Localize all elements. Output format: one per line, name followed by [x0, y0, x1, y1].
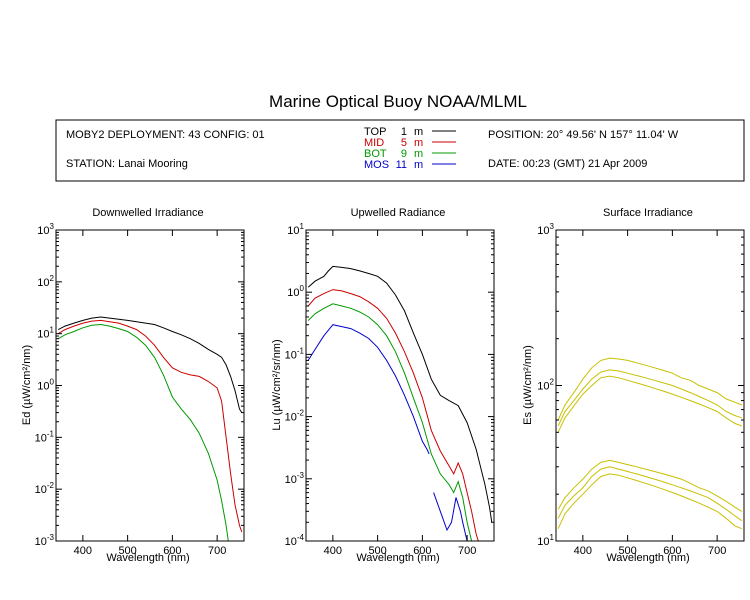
- series-group: [307, 265, 493, 541]
- series-line-mid: [57, 319, 243, 533]
- y-tick-label: 10-1: [35, 429, 55, 444]
- legend-name: MOS: [364, 159, 389, 171]
- x-axis-label: Wavelength (nm): [356, 552, 439, 564]
- series-line-top: [57, 316, 243, 413]
- y-tick-label: 10-3: [285, 471, 305, 486]
- legend-unit: m: [414, 159, 423, 171]
- y-tick-label: 101: [37, 326, 54, 341]
- legend-depth: 11: [396, 159, 407, 171]
- series-line-es-5: [557, 466, 743, 522]
- y-tick-label: 100: [37, 378, 54, 393]
- legend-depth: 5: [401, 137, 407, 149]
- y-tick-label: 10-1: [285, 346, 305, 361]
- x-tick-label: 700: [208, 545, 226, 557]
- series-line-top: [307, 265, 493, 523]
- series-line-es-2: [557, 369, 742, 427]
- x-tick-label: 700: [458, 545, 476, 557]
- x-tick-label: 400: [324, 545, 342, 557]
- legend-name: MID: [364, 137, 384, 149]
- y-axis-label: Es (µW/cm²/nm): [522, 345, 534, 425]
- series-line-es-6: [557, 473, 742, 530]
- series-line-bot: [57, 323, 229, 541]
- x-axis-label: Wavelength (nm): [106, 552, 189, 564]
- x-axis-label: Wavelength (nm): [606, 552, 689, 564]
- panel-title: Downwelled Irradiance: [92, 207, 203, 219]
- x-tick-label: 400: [74, 545, 92, 557]
- y-axis-label: Lu (µW/cm²/sr/nm): [271, 339, 283, 430]
- series-line-mid: [307, 289, 479, 541]
- legend-name: TOP: [364, 126, 386, 138]
- x-tick-label: 400: [574, 545, 592, 557]
- position-label: POSITION: 20° 49.56' N 157° 11.04' W: [488, 129, 679, 141]
- y-tick-label: 10-3: [35, 533, 55, 548]
- series-line-es-1: [557, 357, 742, 421]
- y-tick-label: 10-4: [285, 533, 305, 548]
- y-axis-label: Ed (µW/cm²/nm): [21, 345, 33, 425]
- x-tick-label: 700: [708, 545, 726, 557]
- panel-upwelled-radiance: Upwelled Radiance Wavelength (nm) Lu (µW…: [271, 207, 495, 564]
- y-tick-label: 102: [37, 274, 54, 289]
- date-label: DATE: 00:23 (GMT) 21 Apr 2009: [488, 158, 647, 170]
- station-label: STATION: Lanai Mooring: [66, 158, 188, 170]
- series-line-es-4: [557, 459, 743, 512]
- series-line-mos: [433, 492, 468, 541]
- series-group: [57, 316, 243, 541]
- y-tick-label: 102: [537, 378, 554, 393]
- x-tick-label: 600: [413, 545, 431, 557]
- legend-name: BOT: [364, 148, 387, 160]
- info-box: MOBY2 DEPLOYMENT: 43 CONFIG: 01 STATION:…: [55, 119, 745, 182]
- y-tick-label: 100: [287, 284, 304, 299]
- legend-depth: 9: [401, 148, 407, 160]
- plot-frame: [55, 229, 245, 542]
- y-tick-label: 10-2: [35, 481, 55, 496]
- deployment-label: MOBY2 DEPLOYMENT: 43 CONFIG: 01: [66, 129, 265, 141]
- x-tick-label: 600: [663, 545, 681, 557]
- info-box-frame: [55, 119, 745, 182]
- plot-frame: [305, 229, 495, 542]
- x-tick-label: 500: [118, 545, 136, 557]
- panel-title: Surface Irradiance: [603, 207, 693, 219]
- legend-unit: m: [414, 137, 423, 149]
- y-tick-label: 103: [537, 222, 554, 237]
- y-tick-label: 10-2: [285, 409, 305, 424]
- series-group: [557, 357, 743, 530]
- series-line-mos: [307, 324, 430, 455]
- series-line-es-3: [557, 375, 742, 433]
- y-tick-label: 101: [537, 533, 554, 548]
- y-tick-label: 101: [287, 222, 304, 237]
- panel-surface-irradiance: Surface Irradiance Wavelength (nm) Es (µ…: [522, 207, 745, 564]
- plot-frame: [555, 229, 745, 542]
- x-tick-label: 500: [368, 545, 386, 557]
- page-title: Marine Optical Buoy NOAA/MLML: [269, 92, 527, 111]
- panel-title: Upwelled Radiance: [351, 207, 446, 219]
- legend-unit: m: [414, 126, 423, 138]
- legend-depth: 1: [401, 126, 407, 138]
- panel-downwelled-irradiance: Downwelled Irradiance Wavelength (nm) Ed…: [21, 207, 245, 564]
- legend-unit: m: [414, 148, 423, 160]
- x-tick-label: 600: [163, 545, 181, 557]
- series-line-bot: [307, 303, 473, 541]
- y-tick-label: 103: [37, 222, 54, 237]
- x-tick-label: 500: [618, 545, 636, 557]
